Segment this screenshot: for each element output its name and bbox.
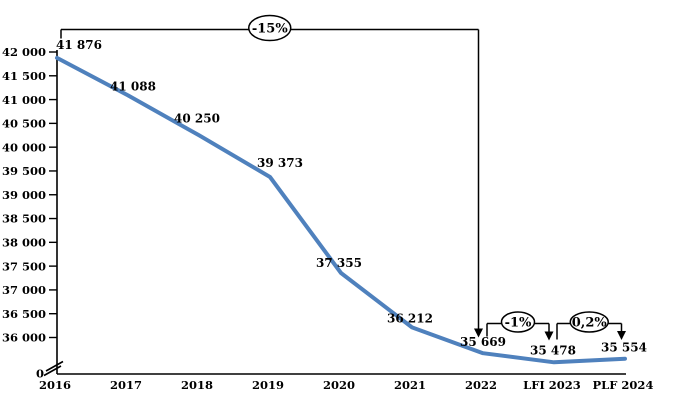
x-tick-label: 2020 [323, 378, 355, 392]
point-label: 39 373 [257, 156, 303, 170]
point-label: 36 212 [387, 311, 433, 325]
annotation-label: -1% [505, 316, 532, 331]
x-tick-label: LFI 2023 [523, 378, 581, 392]
annotation-bubble [500, 311, 536, 333]
x-tick-label: PLF 2024 [593, 378, 654, 392]
y-tick-label: 37 500 [2, 259, 46, 273]
down-arrow-icon [617, 331, 626, 340]
y-tick-label: 38 000 [2, 236, 46, 250]
point-label: 41 088 [110, 79, 156, 93]
x-tick-label: 2016 [39, 378, 71, 392]
point-label: 35 554 [601, 341, 647, 355]
point-label: 41 876 [56, 38, 102, 52]
trend-line [55, 55, 627, 365]
y-tick-label: 39 500 [2, 164, 46, 178]
x-tick-label: 2018 [181, 378, 213, 392]
x-tick-label: 2017 [110, 378, 142, 392]
point-label: 40 250 [174, 111, 220, 125]
y-tick-label: 41 500 [2, 69, 46, 83]
x-tick-label: 2021 [394, 378, 426, 392]
x-tick-label: 2022 [465, 378, 497, 392]
annotation-bubble [248, 14, 292, 42]
y-tick-label: 40 500 [2, 117, 46, 131]
annotation-label: -15% [252, 22, 288, 37]
y-tick-label: 40 000 [2, 140, 46, 154]
y-tick-label: 39 000 [2, 188, 46, 202]
y-tick-label: 36 000 [2, 331, 46, 345]
point-label: 35 669 [460, 335, 506, 349]
axis-break-icon [43, 365, 62, 377]
y-tick-label: 36 500 [2, 307, 46, 321]
down-arrow-icon [474, 328, 483, 338]
point-label: 37 355 [316, 256, 362, 270]
point-label: 35 478 [530, 343, 576, 357]
annotation-bubble [569, 311, 609, 333]
y-tick-label: 41 000 [2, 93, 46, 107]
down-arrow-icon [544, 331, 554, 341]
y-zero-label: 0 [36, 367, 44, 381]
y-tick-label: 37 000 [2, 283, 46, 297]
y-tick-label: 42 000 [2, 45, 46, 59]
annotation-label: 0,2% [572, 316, 608, 331]
axis-break-icon [45, 360, 64, 372]
x-tick-label: 2019 [252, 378, 284, 392]
y-tick-label: 38 500 [2, 212, 46, 226]
